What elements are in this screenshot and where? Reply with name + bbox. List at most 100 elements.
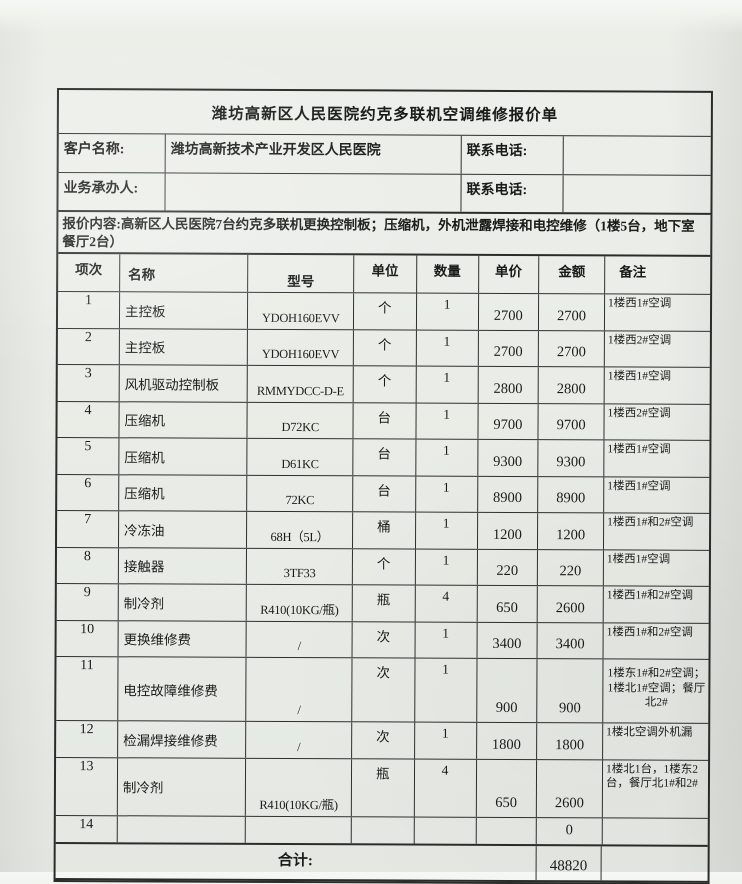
cell-item-no: 1 — [57, 292, 121, 328]
agent-label: 业务承办人: — [58, 173, 166, 211]
cell-remark: 1楼西1#和2#空调 — [607, 516, 694, 529]
cell-remark: 1楼西1#空调 — [607, 370, 671, 383]
col-header-amount: 金额 — [539, 256, 606, 294]
customer-name-value: 潍坊高新技术产业开发区人民医院 — [165, 134, 462, 174]
cell-item-no: 6 — [57, 474, 120, 511]
cell-unit-price: 220 — [477, 549, 539, 586]
table-row: 14 0 — [55, 815, 708, 847]
cell-model: YDOH160EVV — [248, 292, 355, 329]
cell-name: 电控故障维修费 — [118, 657, 247, 721]
cell-amount: 2700 — [539, 294, 606, 330]
quotation-table: 潍坊高新区人民医院约克多联机空调维修报价单 客户名称: 潍坊高新技术产业开发区人… — [53, 88, 713, 884]
cell-qty — [414, 817, 477, 844]
table-row: 13 制冷剂 R410(10KG/瓶) 瓶 4 650 2600 1楼北1台，1… — [55, 757, 709, 819]
cell-item-no: 4 — [57, 401, 120, 438]
cell-item-no: 13 — [55, 757, 119, 815]
cell-qty: 1 — [416, 366, 479, 403]
cell-model: 72KC — [247, 475, 354, 512]
cell-unit-price: 3400 — [477, 622, 538, 659]
cell-model — [246, 816, 352, 843]
cell-unit-price: 1800 — [476, 722, 538, 759]
title-row: 潍坊高新区人民医院约克多联机空调维修报价单 — [58, 90, 711, 137]
cell-amount: 220 — [537, 549, 604, 586]
cell-model: RMMYDCC-D-E — [248, 365, 354, 402]
cell-qty: 1 — [414, 722, 477, 759]
cell-remark: 1楼西1#空调 — [607, 443, 671, 456]
cell-qty: 1 — [416, 293, 479, 330]
table-row: 9 制冷剂 R410(10KG/瓶) 瓶 4 650 2600 1楼西1#和2#… — [56, 584, 709, 624]
cell-remark: 1楼西2#空调 — [607, 333, 672, 347]
table-body: 1 主控板 YDOH160EVV 个 1 2700 2700 1楼西1#空调 2… — [55, 292, 711, 847]
cell-model: / — [246, 721, 353, 758]
cell-remark — [603, 818, 708, 844]
cell-name: 压缩机 — [119, 438, 248, 475]
cell-name: 检漏焊接维修费 — [118, 721, 247, 758]
table-row: 7 冷冻油 68H（5L） 桶 1 1200 1200 1楼西1#和2#空调 — [56, 511, 710, 551]
customer-info-row: 客户名称: 潍坊高新技术产业开发区人民医院 联系电话: — [58, 134, 711, 176]
cell-amount: 9700 — [538, 403, 605, 440]
cell-unit: 瓶 — [351, 758, 415, 817]
cell-unit-price: 9300 — [477, 439, 539, 476]
col-header-qty: 数量 — [416, 255, 479, 293]
agent-info-row: 业务承办人: 联系电话: — [58, 173, 711, 215]
contact-phone-value-2 — [563, 175, 711, 213]
cell-item-no: 5 — [57, 438, 120, 474]
cell-name: 更换维修费 — [118, 620, 248, 657]
quote-content-text: 报价内容:高新区人民医院7台约克多联机更换控制板；压缩机，外机泄露焊接和电控维修… — [62, 216, 695, 249]
cell-unit: 次 — [352, 722, 415, 759]
cell-amount: 2700 — [538, 330, 605, 367]
cell-name: 压缩机 — [119, 474, 248, 511]
cell-amount: 3400 — [537, 622, 604, 659]
cell-name: 冷冻油 — [118, 511, 248, 548]
cell-remark: 1楼东1#和2#空调；1楼北1#空调；餐厅北2# — [607, 667, 706, 709]
col-header-model: 型号 — [248, 254, 355, 293]
cell-unit: 台 — [353, 439, 417, 476]
cell-qty: 1 — [414, 658, 478, 722]
cell-remark: 1楼北空调外机漏 — [606, 726, 693, 739]
document-title: 潍坊高新区人民医院约克多联机空调维修报价单 — [211, 105, 559, 124]
cell-unit: 个 — [353, 329, 417, 366]
table-row: 1 主控板 YDOH160EVV 个 1 2700 2700 1楼西1#空调 — [57, 292, 711, 332]
cell-unit-price: 650 — [476, 759, 538, 817]
table-header-row: 项次 名称 型号 单位 数量 单价 金额 备注 — [58, 254, 711, 295]
total-amount: 48820 — [536, 845, 603, 880]
quote-content-row: 报价内容:高新区人民医院7台约克多联机更换控制板；压缩机，外机泄露焊接和电控维修… — [58, 212, 711, 257]
cell-model: R410(10KG/瓶) — [247, 584, 353, 621]
cell-name: 主控板 — [119, 328, 249, 365]
cell-qty: 4 — [414, 759, 477, 817]
cell-item-no: 2 — [57, 328, 120, 365]
cell-amount: 2800 — [538, 367, 605, 403]
cell-item-no: 11 — [56, 657, 119, 721]
col-header-unit-price: 单价 — [478, 255, 540, 294]
cell-amount: 1200 — [538, 513, 605, 549]
col-header-unit: 单位 — [354, 255, 417, 293]
cell-model: 68H（5L） — [247, 511, 354, 548]
table-row: 4 压缩机 D72KC 台 1 9700 9700 1楼西2#空调 — [57, 401, 710, 441]
cell-model: D72KC — [247, 402, 354, 439]
cell-model: / — [246, 621, 353, 658]
agent-value — [165, 173, 462, 212]
cell-qty: 1 — [415, 549, 478, 585]
cell-unit-price: 900 — [476, 658, 538, 723]
cell-unit-price: 1200 — [477, 512, 539, 549]
cell-name — [117, 815, 247, 843]
cell-item-no: 10 — [56, 620, 119, 657]
cell-qty: 1 — [416, 330, 479, 366]
cell-amount: 0 — [536, 817, 603, 844]
table-row: 5 压缩机 D61KC 台 1 9300 9300 1楼西1#空调 — [57, 438, 710, 478]
cell-unit: 个 — [352, 548, 416, 585]
cell-unit-price: 650 — [477, 585, 538, 622]
cell-name: 压缩机 — [119, 401, 249, 438]
cell-name: 接触器 — [118, 547, 248, 584]
cell-item-no: 14 — [55, 815, 118, 842]
table-row: 2 主控板 YDOH160EVV 个 1 2700 2700 1楼西2#空调 — [57, 328, 710, 368]
cell-unit-price: 8900 — [477, 476, 539, 513]
cell-name: 风机驱动控制板 — [119, 365, 249, 402]
cell-amount: 8900 — [538, 476, 605, 513]
cell-remark: 1楼北1台，1楼东2台，餐厅北1#和2# — [605, 762, 699, 790]
cell-name: 制冷剂 — [117, 757, 247, 816]
cell-item-no: 12 — [56, 721, 119, 757]
total-label: 合计: — [55, 843, 537, 880]
cell-item-no: 9 — [56, 584, 119, 620]
